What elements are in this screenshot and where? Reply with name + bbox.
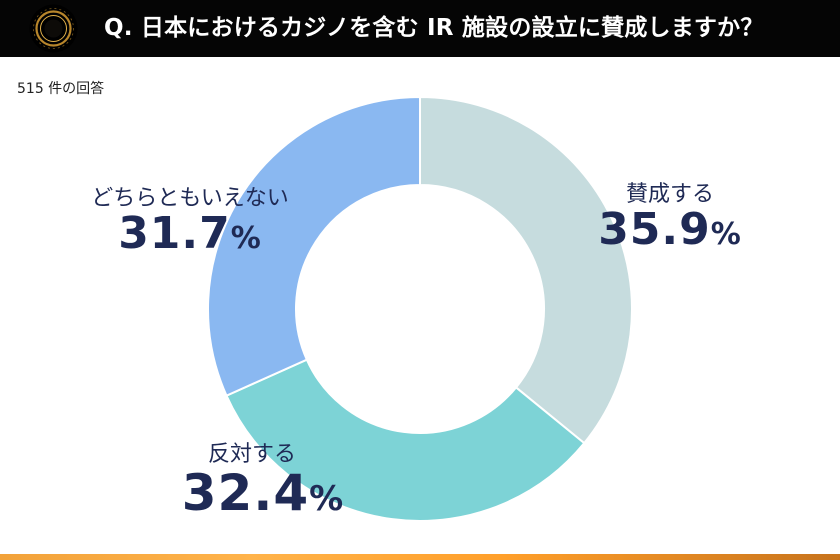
- label-neutral: どちらともいえない 31.7%: [60, 180, 320, 256]
- category-label-disagree: 反対する: [208, 442, 297, 467]
- label-agree: 賛成する 35.9%: [590, 176, 750, 252]
- category-label-agree: 賛成する: [625, 182, 714, 207]
- slice-neutral: [207, 95, 421, 397]
- value-label-agree: 35.9%: [598, 204, 742, 255]
- gold-ring-logo-icon: [29, 4, 78, 53]
- category-label-neutral: どちらともいえない: [91, 186, 289, 211]
- page-title: Q. 日本におけるカジノを含む IR 施設の設立に賛成しますか？: [104, 15, 764, 41]
- bottom-accent-bar: [0, 554, 840, 560]
- value-label-neutral: 31.7%: [118, 208, 262, 259]
- slice-disagree: [225, 358, 586, 522]
- response-count: 515 件の回答: [17, 81, 105, 97]
- label-disagree: 反対する 32.4%: [168, 436, 358, 518]
- header-bar: Q. 日本におけるカジノを含む IR 施設の設立に賛成しますか？: [0, 0, 840, 57]
- value-label-disagree: 32.4%: [181, 464, 345, 522]
- slice-agree: [419, 95, 633, 445]
